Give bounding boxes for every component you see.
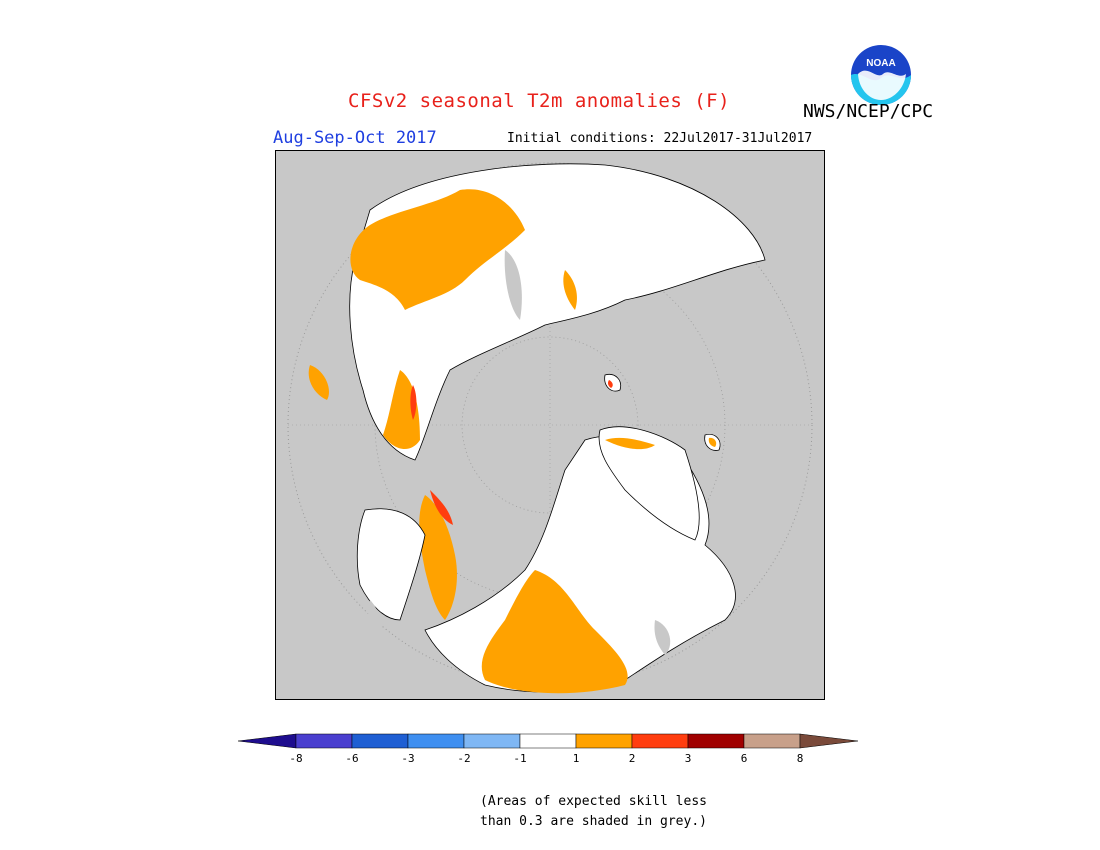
- scale-arrow-low: [238, 733, 297, 749]
- scale-label: 8: [796, 752, 804, 765]
- scale-segment: [743, 733, 801, 749]
- map-boundary: [287, 162, 813, 688]
- noaa-logo: NOAA: [851, 45, 911, 105]
- chart-title: CFSv2 seasonal T2m anomalies (F): [348, 90, 731, 112]
- logo-text: NOAA: [866, 58, 895, 69]
- scale-label: -8: [289, 752, 303, 765]
- land-skill-grey: [368, 600, 382, 650]
- initial-conditions-label: Initial conditions: 22Jul2017-31Jul2017: [507, 131, 813, 146]
- scale-segment: [687, 733, 745, 749]
- land-skill-grey: [654, 620, 671, 655]
- anomaly-warm: [605, 437, 655, 450]
- org-label: NWS/NCEP/CPC: [803, 101, 934, 122]
- scale-label: 1: [572, 752, 580, 765]
- anomaly-warm: [350, 189, 525, 310]
- scale-label: -3: [401, 752, 415, 765]
- season-label: Aug-Sep-Oct 2017: [273, 128, 437, 148]
- land-alaska: [356, 508, 426, 621]
- anomaly-warm: [439, 530, 452, 595]
- scale-arrow-high: [799, 733, 859, 749]
- scale-label: -6: [345, 752, 359, 765]
- scale-segment: [463, 733, 521, 749]
- anomaly-warm: [481, 570, 628, 694]
- land-skill-grey: [504, 250, 522, 320]
- anomaly-warm: [383, 370, 420, 450]
- scale-segment: [631, 733, 689, 749]
- scale-segment: [519, 733, 577, 749]
- scale-label: 3: [684, 752, 692, 765]
- color-scale-bar: [238, 733, 859, 749]
- scale-label: 2: [628, 752, 636, 765]
- skill-note-line: (Areas of expected skill less: [480, 794, 707, 809]
- anomaly-warm: [308, 365, 330, 400]
- polar-map: [275, 150, 825, 700]
- scale-segment: [407, 733, 465, 749]
- anomaly-warm: [563, 270, 577, 310]
- scale-segment: [575, 733, 633, 749]
- scale-segment: [351, 733, 409, 749]
- skill-note-line: than 0.3 are shaded in grey.): [480, 814, 707, 829]
- anomaly-hot: [410, 385, 417, 420]
- land-greenland: [598, 426, 700, 541]
- scale-label: -1: [513, 752, 527, 765]
- anomaly-hot: [607, 380, 613, 388]
- skill-note: (Areas of expected skill less than 0.3 a…: [480, 792, 707, 832]
- scale-label: -2: [457, 752, 471, 765]
- land-svalbard: [604, 373, 622, 392]
- scale-label: 6: [740, 752, 748, 765]
- anomaly-hot: [430, 490, 453, 525]
- anomaly-warm: [708, 437, 717, 447]
- map-graticule: [461, 336, 639, 514]
- scale-segment: [295, 733, 353, 749]
